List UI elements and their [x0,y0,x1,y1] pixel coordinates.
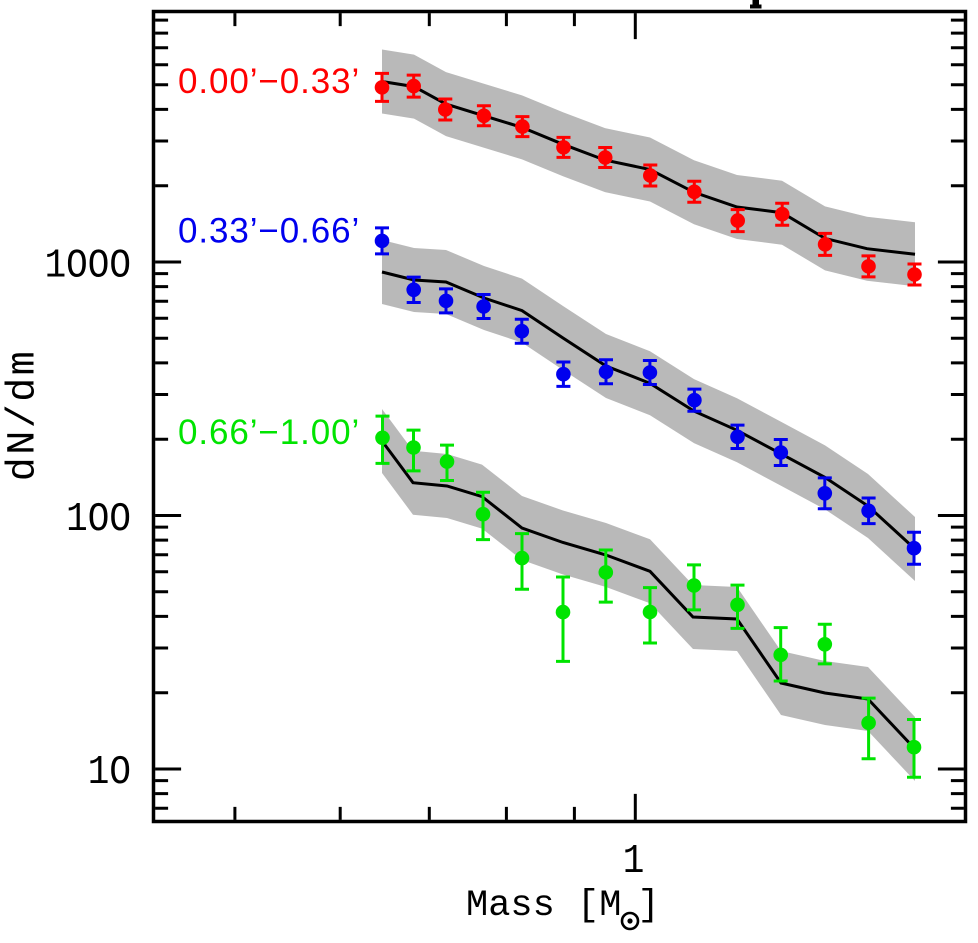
svg-text:0.66’−1.00’: 0.66’−1.00’ [178,413,360,452]
svg-text:1OO: 1OO [66,496,131,543]
svg-text:dN/dm: dN/dm [2,349,47,482]
svg-text:Mass [M: Mass [M [466,885,621,927]
svg-text:0.33’−0.66’: 0.33’−0.66’ [178,212,360,251]
svg-text:1OOO: 1OOO [45,242,131,289]
svg-text:1: 1 [623,838,645,885]
svg-text:]: ] [638,885,660,927]
svg-text:0.00’−0.33’: 0.00’−0.33’ [178,62,360,101]
svg-text:1O: 1O [88,749,131,796]
